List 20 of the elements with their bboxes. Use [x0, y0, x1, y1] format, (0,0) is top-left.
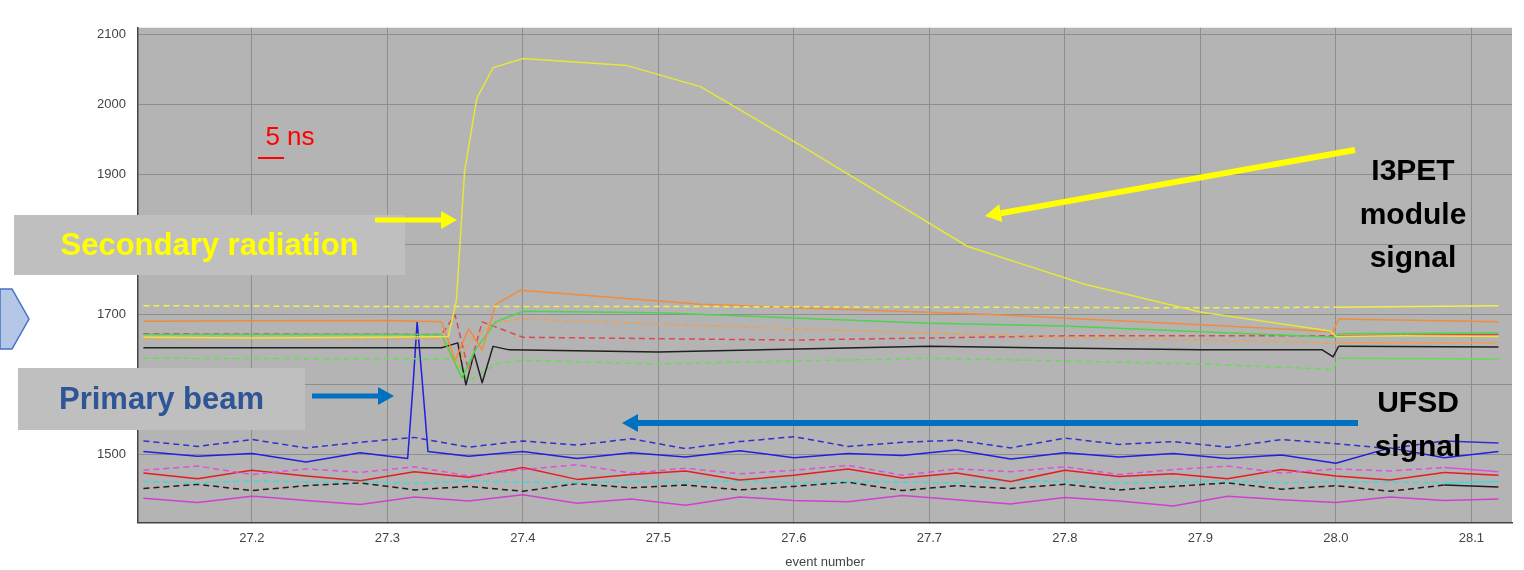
x-tick-label: 27.8 [1052, 530, 1078, 546]
x-tick-label: 27.6 [781, 530, 807, 546]
annotation: 5 ns [264, 120, 316, 153]
y-tick-label: 2000 [97, 96, 126, 112]
x-tick-label: 27.3 [374, 530, 400, 546]
x-tick-label: 27.7 [916, 530, 942, 546]
annotation: Secondary radiation [14, 215, 405, 275]
y-tick-label: 1500 [97, 446, 126, 462]
annotation: Primary beam [18, 368, 305, 430]
x-tick-label: 27.5 [645, 530, 671, 546]
y-tick-label: 1900 [97, 166, 126, 182]
x-tick-label: 28.0 [1323, 530, 1349, 546]
y-tick-label: 1700 [97, 306, 126, 322]
x-tick-label: 28.1 [1458, 530, 1485, 546]
annotation: I3PET module signal [1358, 152, 1468, 275]
x-tick-label: 27.9 [1187, 530, 1213, 546]
x-tick-label: 27.2 [239, 530, 265, 546]
y-tick-label: 2100 [97, 26, 126, 42]
x-axis-title: event number [785, 553, 866, 569]
x-tick-label: 27.4 [510, 530, 536, 546]
